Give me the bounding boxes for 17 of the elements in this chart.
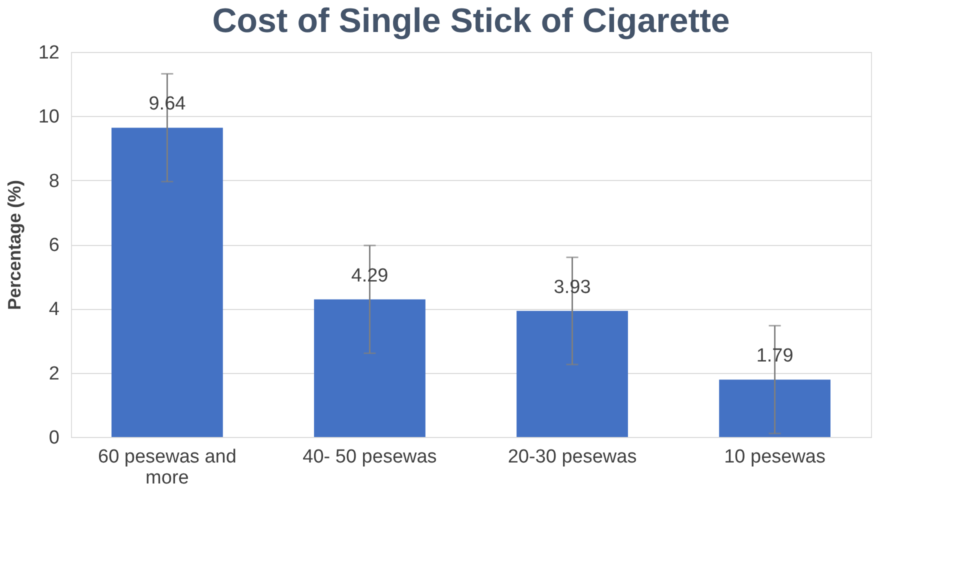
y-tick-label: 12 bbox=[38, 42, 60, 64]
y-axis-title: Percentage (%) bbox=[4, 180, 24, 310]
x-tick-label: 40- 50 pesewas bbox=[302, 446, 437, 468]
x-tick-label: 60 pesewas and more bbox=[98, 446, 236, 488]
chart-title: Cost of Single Stick of Cigarette bbox=[212, 2, 730, 40]
x-tick-label: 20-30 pesewas bbox=[508, 446, 637, 468]
y-tick-label: 2 bbox=[48, 363, 60, 384]
y-tick-label: 10 bbox=[38, 106, 60, 128]
y-tick-label: 4 bbox=[48, 299, 60, 320]
bar bbox=[516, 310, 628, 437]
bar bbox=[719, 380, 830, 437]
y-tick-label: 6 bbox=[48, 235, 60, 256]
x-tick-label: 10 pesewas bbox=[724, 446, 826, 468]
bar bbox=[112, 128, 223, 437]
bar bbox=[314, 299, 426, 437]
y-tick-label: 8 bbox=[48, 170, 60, 192]
y-tick-label: 0 bbox=[48, 428, 60, 448]
